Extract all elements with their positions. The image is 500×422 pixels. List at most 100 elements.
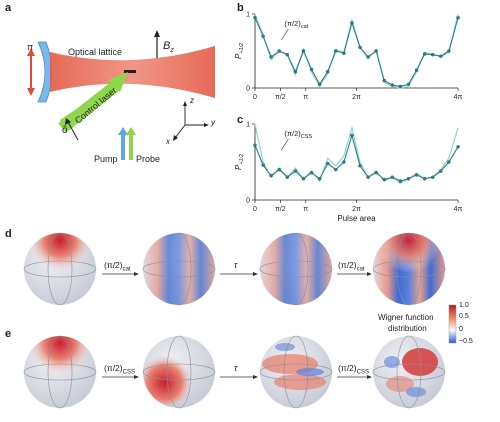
chart-b-data-point: [334, 49, 338, 53]
chart-b-data-point: [350, 21, 354, 25]
colorbar: [448, 304, 457, 344]
chart-b-data-point: [382, 78, 386, 83]
chart-c-annotation: (π/2)CSS: [284, 129, 312, 140]
schematic-panel: [27, 30, 215, 160]
colorbar-tick-zero: 0: [459, 326, 463, 333]
chart-b-data-point: [422, 52, 427, 56]
chart-c-data-point: [447, 160, 451, 164]
row-d-label-2: τ: [234, 260, 238, 270]
colorbar-tick-top: 1.0: [459, 302, 469, 309]
chart-c-data-point: [261, 163, 265, 167]
sphere-d3: [259, 232, 333, 306]
chart-c-xtick-label: π: [303, 206, 308, 213]
panel-label-a: a: [5, 2, 12, 14]
chart-c-data-point: [358, 164, 362, 168]
colorbar-tick-half: 0.5: [459, 313, 469, 320]
chart-b-data-point: [277, 49, 281, 53]
panel-label-e: e: [5, 328, 12, 340]
chart-b-annotation: (π/2)cat: [284, 19, 308, 30]
pi-label: π: [27, 42, 34, 52]
chart-c-data-point: [350, 133, 354, 138]
panel-label-b: b: [237, 2, 244, 14]
atom-cloud: [124, 70, 136, 73]
chart-c-data-point: [366, 175, 370, 179]
chart-b-data-point: [325, 69, 330, 74]
chart-b-data-point: [414, 68, 419, 72]
chart-b-data-point: [366, 55, 370, 59]
chart-b-data-point: [261, 34, 265, 38]
chart-b-data-point: [301, 49, 306, 53]
chart-c-xlabel: Pulse area: [337, 214, 376, 223]
colorbar-title-2: distribution: [388, 324, 427, 333]
chart-b-data-line: [254, 17, 459, 88]
chart-c-data-point: [414, 173, 419, 177]
sphere-d4: [372, 232, 446, 306]
chart-b-xtick-label: π/2: [275, 94, 286, 101]
row-e-label-3: (π/2)CSS: [338, 363, 369, 376]
chart-c-ytick-label: 0: [246, 198, 250, 205]
chart-c-data-point: [374, 170, 378, 175]
row-d-label-1: (π/2)cat: [104, 260, 131, 273]
panel-label-d: d: [5, 228, 12, 240]
sphere-e3: [259, 335, 333, 409]
chart-b-data-point: [342, 51, 346, 55]
chart-c-data-point: [456, 145, 460, 149]
chart-c-ytick-label: 1: [246, 122, 250, 129]
panel-label-c: c: [237, 114, 244, 126]
chart-b-annotation-arrow: [281, 28, 289, 41]
chart-c-data-point: [406, 176, 411, 181]
sphere-d2: [142, 232, 216, 306]
sphere-d1: [23, 232, 97, 306]
axis-y-label: y: [211, 118, 215, 127]
chart-c-ylabel: P+1/2: [234, 154, 245, 170]
chart-c-data-point: [285, 175, 290, 179]
chart-b-ytick-label: 0: [246, 86, 250, 93]
bz-label: Bz: [163, 40, 174, 55]
chart-b-data-point: [358, 45, 362, 50]
colorbar-title-1: Wigner function: [378, 313, 434, 322]
chart-c-data-point: [398, 179, 403, 183]
chart-b-xtick-label: π: [303, 94, 308, 101]
chart-c-data-point: [293, 169, 298, 173]
optical-lattice-label: Optical lattice: [68, 47, 123, 57]
chart-c-xtick-label: π/2: [275, 206, 286, 213]
chart-c-xtick-label: 2π: [352, 206, 361, 213]
axis-x-label: x: [166, 137, 170, 146]
chart-c-xtick-label: 4π: [454, 206, 463, 213]
axis-x-line: [174, 124, 186, 139]
chart-c-data-point: [422, 176, 427, 181]
chart-b-data-point: [293, 69, 298, 74]
colorbar-tick-neg: −0.5: [459, 338, 473, 345]
chart-b-xtick-label: 4π: [454, 94, 463, 101]
chart-b-ylabel: P+1/2: [234, 43, 245, 59]
chart-b-data-point: [398, 84, 403, 89]
chart-b-data-point: [456, 15, 460, 20]
sphere-e1: [23, 335, 97, 409]
chart-b-data-point: [406, 82, 411, 87]
chart-c-data-point: [301, 176, 306, 181]
charts-svg: 0 π/2 π 2π 4π 0 1 P+1/2 (π/2)cat 0 π/2 π 2π 4π 0 1 P+1/2…: [234, 12, 463, 224]
chart-c-xtick-label: 0: [253, 206, 257, 213]
o-hat-label: ô: [62, 125, 68, 136]
chart-b-data-point: [439, 54, 443, 58]
control-laser-body: [58, 79, 122, 133]
chart-c-data-point: [325, 161, 330, 166]
chart-b-data-point: [285, 52, 290, 57]
chart-c-data-point: [269, 173, 273, 178]
row-e-label-2: τ: [234, 363, 238, 373]
chart-c-data-point: [253, 143, 257, 148]
chart-c-data-point: [317, 176, 322, 181]
chart-b-ytick-label: 1: [246, 12, 250, 19]
row-e-label-1: (π/2)CSS: [104, 363, 135, 376]
chart-c-data-point: [309, 170, 314, 175]
chart-c-data-point: [430, 175, 435, 179]
chart-b-data-point: [390, 83, 395, 87]
chart-b-data-point: [317, 82, 322, 87]
chart-b-data-point: [447, 49, 451, 53]
chart-b-data-point: [374, 49, 378, 53]
chart-b-data-point: [309, 67, 314, 72]
chart-c-annotation-arrow: [281, 138, 289, 151]
probe-label: Probe: [136, 154, 161, 164]
chart-b-data-point: [430, 52, 435, 57]
pump-label: Pump: [94, 154, 118, 164]
